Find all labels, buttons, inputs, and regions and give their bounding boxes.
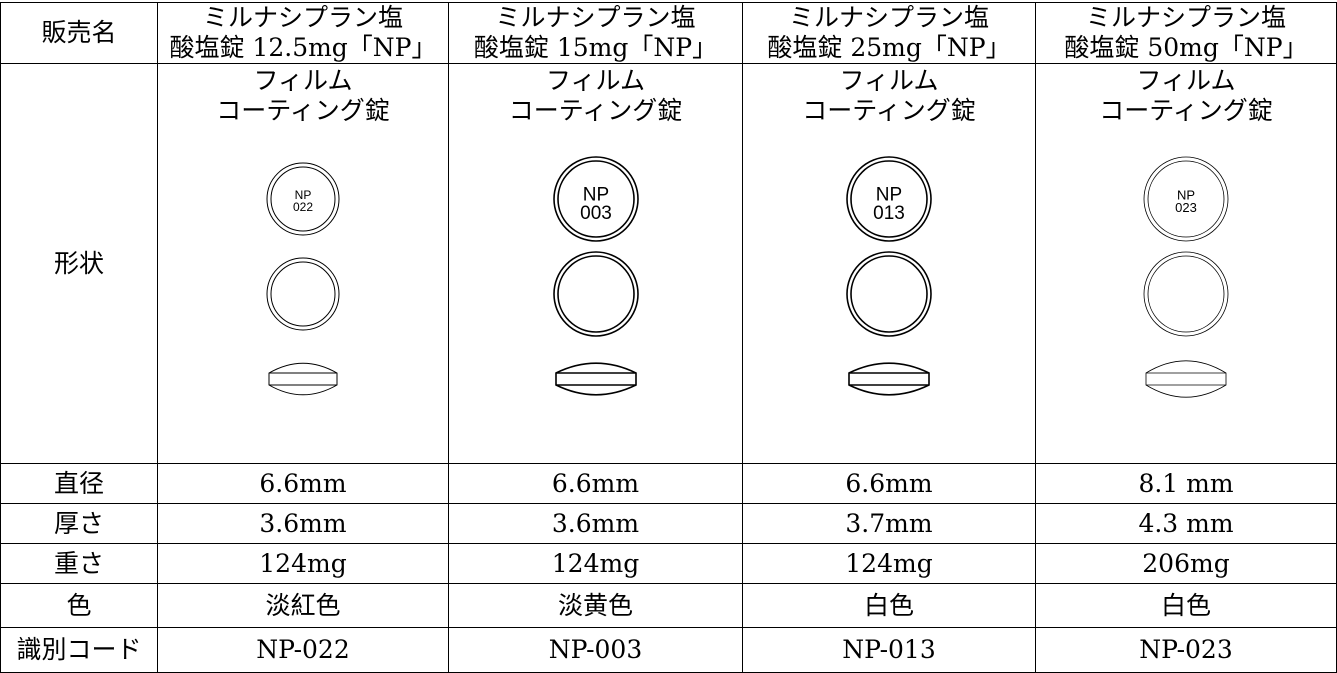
imprint: 023 [1175,200,1197,215]
header-line: ミルナシプラン塩 [1085,3,1286,32]
spec-cell: NP-022 [157,627,449,673]
tablet-top-inner [1147,160,1225,238]
tablet-side [848,362,930,396]
header-line: 酸塩錠 50mg「NP」 [1064,33,1308,62]
imprint: NP [1177,187,1195,202]
row-label: 直径 [0,463,158,504]
row-label: 重さ [0,543,158,584]
spec-cell: 6.6mm [448,463,743,504]
spec-cell: 淡紅色 [157,583,449,628]
header-cell: ミルナシプラン塩 酸塩錠 25mg「NP」 [742,2,1036,64]
spec-cell: 6.6mm [157,463,449,504]
spec-cell: 4.3 mm [1035,503,1337,544]
header-line: 酸塩錠 12.5mg「NP」 [169,33,437,62]
form-line: フィルム [839,66,939,95]
form-line: フィルム [1136,66,1236,95]
tablet-side [268,362,338,396]
tablet-bottom-inner [1147,255,1225,333]
header-cell: ミルナシプラン塩 酸塩錠 15mg「NP」 [448,2,743,64]
tablet-bottom-outer [1143,251,1229,337]
spec-cell: 3.6mm [448,503,743,544]
tablet-top-outer [552,156,639,242]
shape-cell: フィルム コーティング錠 NP 013 [742,63,1036,464]
row-label: 販売名 [0,2,158,64]
spec-row: 直径 6.6mm 6.6mm 6.6mm 8.1 mm [0,463,1337,504]
imprint: NP [295,188,312,202]
form-line: コーティング錠 [216,96,390,125]
spec-cell: NP-013 [742,627,1036,673]
spec-cell: 3.6mm [157,503,449,544]
tablet-bottom-outer [266,257,340,331]
spec-cell: NP-023 [1035,627,1337,673]
spec-cell: 124mg [448,543,743,584]
shape-row: 形状 フィルム コーティング錠 NP 022 フィルム コーティング錠 NP 003 フィルム コー… [0,63,1337,464]
spec-cell: 白色 [742,583,1036,628]
header-cell: ミルナシプラン塩 酸塩錠 50mg「NP」 [1035,2,1337,64]
form-line: コーティング錠 [1099,96,1273,125]
form-line: フィルム [253,66,353,95]
imprint: NP [876,184,902,205]
spec-cell: NP-003 [448,627,743,673]
spec-row: 色淡紅色 淡黄色 白色 白色 [0,583,1337,628]
form-line: コーティング錠 [802,96,976,125]
header-line: ミルナシプラン塩 [495,3,696,32]
imprint: 022 [293,200,313,214]
imprint: 013 [873,203,905,224]
tablet-top-inner [556,160,635,238]
tablet-top-outer [266,162,340,236]
tablet-top-outer [846,156,932,242]
row-label: 識別コード [0,627,158,673]
tablet-top-outer [1143,156,1229,242]
spec-cell: 淡黄色 [448,583,743,628]
tablet-bottom-inner [850,255,928,333]
shape-cell: フィルム コーティング錠 NP 022 [157,63,449,464]
spec-row: 厚さ 3.6mm 3.6mm 3.7mm 4.3 mm [0,503,1337,544]
spec-row: 重さ 124mg 124mg 124mg 206mg [0,543,1337,584]
header-row: 販売名 ミルナシプラン塩 酸塩錠 12.5mg「NP」 ミルナシプラン塩 酸塩錠 15m… [0,2,1337,64]
spec-row: 識別コード NP-022 NP-003 NP-013 NP-023 [0,627,1337,673]
tablet-top-inner [850,160,928,238]
row-label: 形状 [0,63,158,464]
spec-cell: 8.1 mm [1035,463,1337,504]
form-line: コーティング錠 [508,96,683,125]
tablet-bottom-inner [556,255,635,333]
shape-cell: フィルム コーティング錠 NP 003 [448,63,743,464]
imprint: 003 [580,203,612,224]
spec-cell: 6.6mm [742,463,1036,504]
tablet-bottom-outer [552,251,639,337]
tablet-bottom-outer [846,251,932,337]
tablet-side [554,362,637,396]
row-label: 厚さ [0,503,158,544]
header-line: ミルナシプラン塩 [788,3,989,32]
spec-cell: 124mg [742,543,1036,584]
tablet-bottom-inner [270,261,336,327]
header-line: 酸塩錠 15mg「NP」 [473,33,718,62]
spec-cell: 206mg [1035,543,1337,584]
spec-cell: 124mg [157,543,449,584]
spec-cell: 3.7mm [742,503,1036,544]
header-cell: ミルナシプラン塩 酸塩錠 12.5mg「NP」 [157,2,449,64]
shape-cell: フィルム コーティング錠 NP 023 [1035,63,1337,464]
form-line: フィルム [545,66,645,95]
spec-cell: 白色 [1035,583,1337,628]
imprint: NP [582,184,608,205]
header-line: 酸塩錠 25mg「NP」 [767,33,1011,62]
tablet-top-inner [270,166,336,232]
header-line: ミルナシプラン塩 [202,3,403,32]
row-label: 色 [0,583,158,628]
tablet-side [1145,360,1227,398]
